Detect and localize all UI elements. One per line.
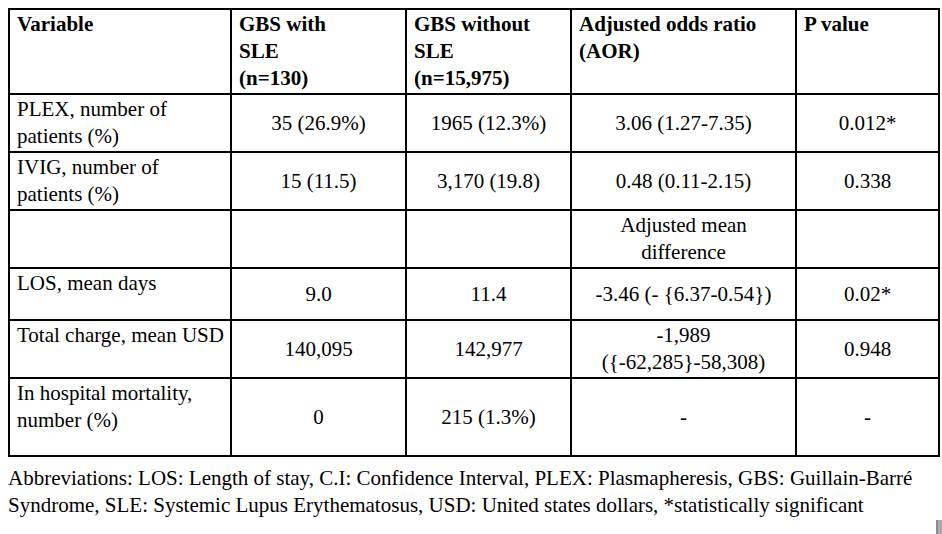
row-label: Total charge, mean USD: [9, 320, 231, 378]
row-label: IVIG, number of patients (%): [9, 152, 231, 210]
table-cell: 0.48 (0.11-2.15): [571, 152, 796, 210]
table-cell: Adjusted mean difference: [571, 210, 796, 268]
table-cell: 0.012*: [796, 94, 939, 152]
col-header-gbs-without-sle: GBS without SLE (n=15,975): [406, 9, 571, 94]
row-label: PLEX, number of patients (%): [9, 94, 231, 152]
table-row-in-hospital-mortality: In hospital mortality, number (%) 0 215 …: [9, 378, 939, 456]
table-row-total-charge: Total charge, mean USD 140,095 142,977 -…: [9, 320, 939, 378]
table-row-adjusted-mean-difference: Adjusted mean difference: [9, 210, 939, 268]
document-page: Variable GBS with SLE (n=130) GBS withou…: [8, 8, 938, 519]
table-cell: -1,989 ({-62,285}-58,308): [571, 320, 796, 378]
table-cell: 0: [231, 378, 406, 456]
table-cell: -: [571, 378, 796, 456]
table-cell: 0.02*: [796, 268, 939, 320]
table-cell: 215 (1.3%): [406, 378, 571, 456]
table-cell: -3.46 (- {6.37-0.54}): [571, 268, 796, 320]
table-cell: 15 (11.5): [231, 152, 406, 210]
table-cell: 35 (26.9%): [231, 94, 406, 152]
table-cell: 1965 (12.3%): [406, 94, 571, 152]
table-cell: -: [796, 378, 939, 456]
table-cell: 9.0: [231, 268, 406, 320]
table-cell: 0.338: [796, 152, 939, 210]
row-label: In hospital mortality, number (%): [9, 378, 231, 456]
table-cell: 140,095: [231, 320, 406, 378]
table-cell: 142,977: [406, 320, 571, 378]
col-header-p-value: P value: [796, 9, 939, 94]
table-cell: [406, 210, 571, 268]
col-header-gbs-with-sle: GBS with SLE (n=130): [231, 9, 406, 94]
table-cell: [796, 210, 939, 268]
abbreviations-footnote: Abbreviations: LOS: Length of stay, C.I:…: [8, 465, 934, 519]
col-header-adjusted-odds-ratio: Adjusted odds ratio (AOR): [571, 9, 796, 94]
table-row-ivig: IVIG, number of patients (%) 15 (11.5) 3…: [9, 152, 939, 210]
results-table: Variable GBS with SLE (n=130) GBS withou…: [8, 8, 940, 457]
table-row-los: LOS, mean days 9.0 11.4 -3.46 (- {6.37-0…: [9, 268, 939, 320]
table-cell: 0.948: [796, 320, 939, 378]
resize-handle-artifact: [936, 520, 942, 534]
row-label: [9, 210, 231, 268]
table-cell: 11.4: [406, 268, 571, 320]
row-label: LOS, mean days: [9, 268, 231, 320]
table-cell: 3,170 (19.8): [406, 152, 571, 210]
header-row: Variable GBS with SLE (n=130) GBS withou…: [9, 9, 939, 94]
table-cell: 3.06 (1.27-7.35): [571, 94, 796, 152]
col-header-variable: Variable: [9, 9, 231, 94]
table-row-plex: PLEX, number of patients (%) 35 (26.9%) …: [9, 94, 939, 152]
table-cell: [231, 210, 406, 268]
